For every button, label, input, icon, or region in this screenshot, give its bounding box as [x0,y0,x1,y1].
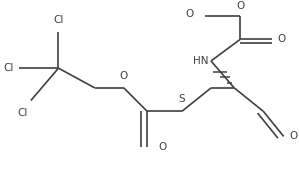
Text: S: S [179,94,185,104]
Text: O: O [289,131,298,141]
Text: O: O [236,1,244,11]
Text: O: O [120,71,128,81]
Text: Cl: Cl [18,108,28,118]
Text: Cl: Cl [3,63,13,73]
Text: Cl: Cl [53,15,64,25]
Text: HN: HN [193,56,208,66]
Text: O: O [185,9,193,19]
Text: O: O [159,142,167,152]
Text: O: O [278,34,286,45]
